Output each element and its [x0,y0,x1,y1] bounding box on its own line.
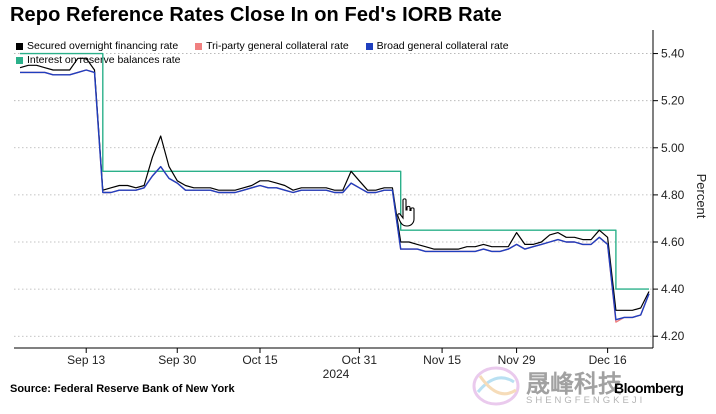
series-line-sofr [19,57,650,311]
legend-label-bgcr: Broad general collateral rate [376,40,509,52]
y-axis-label: Percent [694,174,709,219]
series-lines [19,52,650,323]
axes [14,30,654,353]
legend-label-sofr: Secured overnight financing rate [27,40,179,52]
legend-label-iorb: Interest on reserve balances rate [27,54,181,66]
legend-swatch-sofr [16,43,23,50]
y-tick-labels: 4.20 4.40 4.60 4.80 5.00 5.20 5.40 [661,47,685,344]
y-tick-label-1: 4.40 [661,282,685,296]
x-tick-labels: Sep 13 Sep 30 Oct 15 Oct 31 Nov 15 Nov 29 Dec … [67,353,627,367]
y-tick-label-3: 4.80 [661,188,685,202]
x-tick-label-2: Oct 15 [242,353,278,367]
x-tick-label-5: Nov 29 [498,353,536,367]
bloomberg-logo: Bloomberg [614,380,684,396]
x-tick-label-3: Oct 31 [342,353,378,367]
legend-swatch-tgcr [195,43,203,50]
legend-item-iorb: Interest on reserve balances rate [16,54,181,67]
legend-item-bgcr: Broad general collateral rate [365,40,509,53]
legend-swatch-bgcr [365,43,373,50]
y-tick-label-6: 5.40 [661,47,685,61]
legend-item-tgcr: Tri-party general collateral rate [195,40,349,53]
y-tick-label-0: 4.20 [661,329,685,343]
series-line-tgcr [20,69,650,323]
series-line-iorb [20,52,649,290]
gridlines [14,53,658,337]
x-year-label: 2024 [323,367,350,381]
source-note: Source: Federal Reserve Bank of New York [10,383,235,395]
legend-label-tgcr: Tri-party general collateral rate [206,40,349,52]
y-tick-label-4: 5.00 [661,141,685,155]
x-tick-label-6: Dec 16 [589,353,627,367]
legend-item-sofr: Secured overnight financing rate [16,40,178,53]
series-line-bgcr [20,69,650,321]
chart-title: Repo Reference Rates Close In on Fed's I… [10,4,502,26]
legend: Secured overnight financing rate Tri-par… [16,40,576,68]
x-tick-label-4: Nov 15 [423,353,461,367]
y-tick-label-2: 4.60 [661,235,685,249]
y-tick-label-5: 5.20 [661,94,685,108]
x-tick-label-1: Sep 30 [158,353,196,367]
mouse-cursor-icon [397,198,417,233]
x-tick-label-0: Sep 13 [67,353,105,367]
legend-swatch-iorb [16,57,23,64]
